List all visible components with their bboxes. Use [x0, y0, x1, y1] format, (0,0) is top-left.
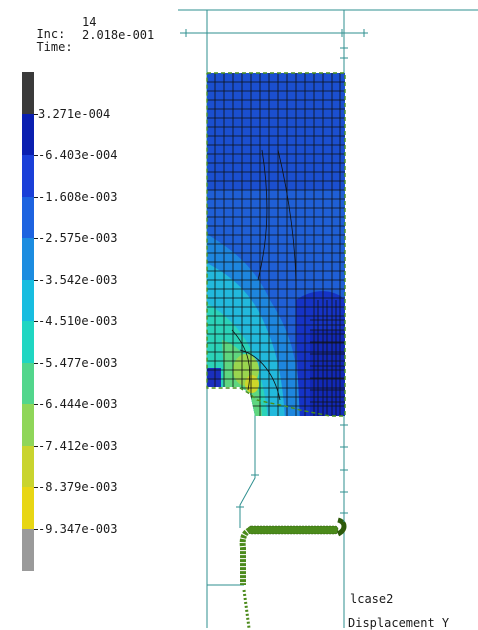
- mesh-grid: [207, 73, 345, 416]
- legend-swatch: [22, 321, 34, 363]
- legend-swatch: [22, 238, 34, 280]
- legend-label: -8.379e-003: [38, 480, 118, 494]
- legend-tick: [34, 238, 38, 239]
- legend-tick: [34, 279, 38, 281]
- legend-tick: [34, 487, 38, 488]
- loadcase-label: lcase2: [350, 592, 394, 606]
- legend-tick: [34, 362, 38, 364]
- legend-label: -7.412e-003: [38, 438, 118, 453]
- die-contact-nodes: [239, 517, 347, 628]
- legend-label: -9.347e-003: [38, 521, 118, 536]
- increment-value: 14: [82, 15, 97, 29]
- legend-label: -6.403e-004: [38, 148, 118, 162]
- legend-tick: [34, 404, 38, 405]
- legend-swatch: [22, 445, 34, 488]
- legend-label: 3.271e-004: [38, 106, 111, 121]
- increment-row: Inc: 14: [22, 16, 96, 52]
- legend-label: -3.542e-003: [38, 272, 118, 287]
- time-value: 2.018e-001: [82, 28, 155, 42]
- legend-tick: [34, 321, 38, 322]
- legend-swatch: [22, 487, 34, 529]
- legend-label: -6.444e-003: [38, 397, 118, 411]
- time-label: Time:: [36, 40, 73, 54]
- legend-label: -5.477e-003: [38, 355, 118, 370]
- legend-tick: [34, 196, 38, 198]
- increment-label: Inc:: [36, 27, 66, 41]
- legend-tick: [34, 528, 38, 530]
- legend-tick: [34, 445, 38, 447]
- legend-swatch: [22, 528, 34, 571]
- mesh-boundary-nodes: [206, 72, 346, 417]
- legend-swatch: [22, 72, 34, 114]
- legend-label: -2.575e-003: [38, 231, 118, 245]
- legend-tick: [34, 113, 38, 115]
- legend-swatch: [22, 155, 34, 197]
- legend-swatch: [22, 404, 34, 446]
- legend-label: -4.510e-003: [38, 314, 118, 328]
- legend-color-bar: [22, 72, 34, 571]
- time-row: Time: 2.018e-001: [22, 29, 154, 65]
- mesh-contour: [207, 73, 345, 416]
- legend-swatch: [22, 362, 34, 405]
- legend-tick: [34, 155, 38, 156]
- quantity-label: Displacement Y: [348, 616, 450, 630]
- legend-swatch: [22, 113, 34, 156]
- legend-swatch: [22, 279, 34, 322]
- legend-swatch: [22, 196, 34, 239]
- legend-label: -1.608e-003: [38, 189, 118, 204]
- top-boundary: [180, 29, 368, 37]
